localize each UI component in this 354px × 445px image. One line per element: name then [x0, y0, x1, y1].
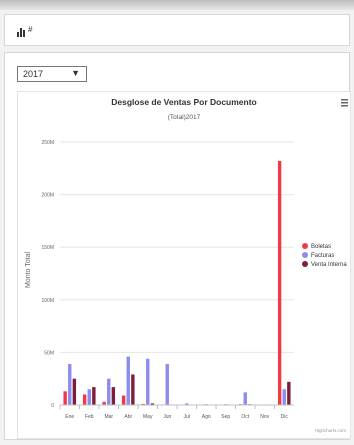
bar — [68, 363, 72, 405]
bar — [126, 356, 130, 405]
bar — [146, 358, 150, 405]
x-tick-label: Mar — [104, 414, 113, 420]
y-tick-label: 200M — [41, 193, 54, 199]
y-tick-label: 0 — [51, 403, 54, 409]
chart-panel: 2017 ▼ Desglose de Ventas Por Documento … — [4, 52, 351, 440]
chart-subtitle: (Total)2017 — [168, 114, 201, 121]
year-select-value: 2017 — [23, 69, 44, 79]
bar — [121, 395, 126, 405]
bar — [63, 391, 67, 405]
bar — [72, 378, 77, 405]
bar — [243, 392, 247, 405]
x-tick-label: Oct — [241, 414, 249, 420]
chevron-down-icon: ▼ — [71, 68, 80, 78]
x-tick-label: Nov — [260, 414, 269, 420]
y-tick-label: 50M — [44, 350, 54, 356]
x-tick-label: Abr — [124, 414, 132, 420]
window-top-bar — [0, 0, 354, 10]
bar — [107, 378, 111, 405]
bar — [282, 389, 286, 405]
x-tick-label: Ago — [202, 414, 211, 420]
legend-item-label[interactable]: Boletas — [311, 244, 331, 250]
export-menu-icon[interactable] — [341, 99, 348, 107]
legend-marker — [302, 261, 308, 267]
y-tick-label: 150M — [41, 245, 54, 251]
y-tick-label: 100M — [41, 298, 54, 304]
chart-title: Desglose de Ventas Por Documento — [111, 97, 256, 107]
chart-container: Desglose de Ventas Por Documento (Total)… — [17, 91, 351, 439]
x-tick-label: Feb — [85, 414, 94, 420]
svg-text:#: # — [28, 25, 33, 34]
bar — [111, 387, 116, 405]
bar — [102, 401, 106, 405]
bar — [150, 403, 155, 405]
chart-credits[interactable]: Highcharts.com — [315, 428, 347, 433]
bar — [82, 394, 87, 405]
bar — [141, 403, 145, 405]
bar — [287, 381, 291, 405]
legend-marker — [302, 252, 308, 258]
bar — [92, 387, 96, 405]
x-tick-label: Jul — [184, 414, 190, 420]
x-tick-label: Ene — [65, 414, 74, 420]
legend-item-label[interactable]: Venta Interna — [311, 262, 347, 268]
x-tick-label: Jun — [163, 414, 171, 420]
bar — [131, 374, 135, 405]
x-tick-label: Sep — [221, 414, 230, 420]
y-tick-label: 250M — [41, 140, 54, 146]
chart-svg: Desglose de Ventas Por Documento (Total)… — [25, 97, 348, 433]
year-select[interactable]: 2017 ▼ — [17, 66, 87, 82]
bar — [185, 403, 189, 405]
y-axis-label: Monto Total — [25, 252, 32, 289]
bar — [165, 363, 169, 405]
bar-chart-icon: # — [17, 24, 33, 42]
x-tick-label: May — [143, 414, 153, 420]
panel-header: # — [4, 14, 350, 46]
bar — [277, 160, 282, 405]
legend-marker — [302, 243, 308, 249]
bar — [87, 389, 91, 405]
x-tick-label: Dic — [281, 414, 289, 420]
legend-item-label[interactable]: Facturas — [311, 253, 334, 259]
